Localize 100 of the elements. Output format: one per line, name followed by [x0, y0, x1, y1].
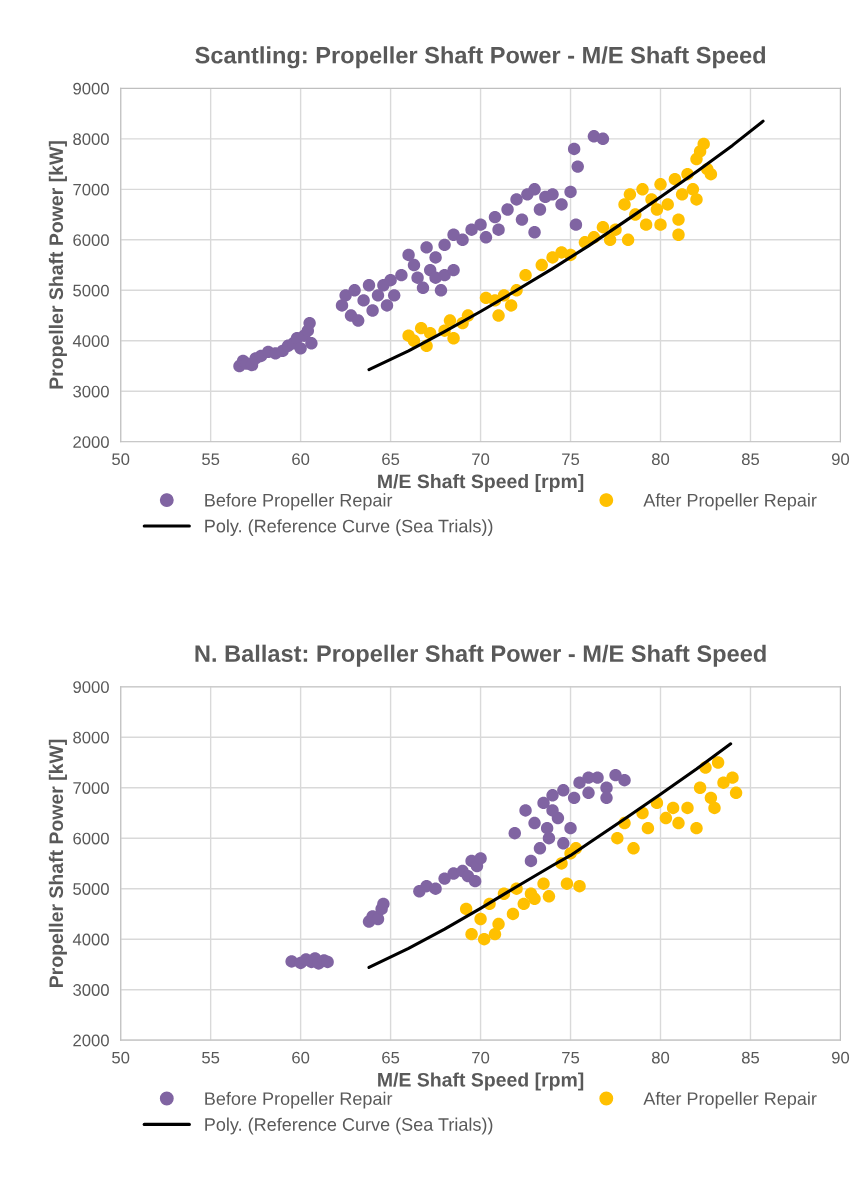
point: [468, 874, 482, 888]
point: [611, 832, 624, 845]
point: [465, 927, 478, 941]
x-tick-label: 90: [831, 1051, 850, 1064]
y-tick-label: 6000: [73, 234, 109, 247]
point: [621, 233, 635, 247]
x-tick-label: 55: [202, 453, 220, 466]
point: [675, 188, 689, 201]
point: [537, 877, 550, 890]
point: [650, 203, 664, 216]
point: [623, 188, 637, 201]
point: [573, 776, 586, 789]
point: [546, 789, 559, 802]
y-tick-label: 2000: [73, 1034, 109, 1047]
point: [528, 892, 541, 906]
x-tick-label: 65: [382, 1051, 400, 1064]
y-tick-label: 9000: [73, 681, 109, 693]
point: [573, 879, 586, 893]
point: [524, 854, 538, 868]
y-tick-label: 7000: [73, 782, 109, 794]
point: [459, 902, 473, 916]
x-tick-label: 55: [202, 1051, 220, 1064]
point: [582, 786, 595, 800]
x-axis-title: M/E Shaft Speed [rpm]: [378, 1072, 584, 1091]
point: [618, 773, 631, 787]
legend-label: After Propeller Repair: [643, 1091, 817, 1109]
point: [704, 791, 718, 805]
point: [506, 907, 520, 921]
chart-title: Scantling: Propeller Shaft Power - M/E Shaft Speed: [195, 46, 766, 69]
point: [560, 877, 574, 890]
point: [567, 791, 581, 805]
point: [519, 268, 532, 282]
point: [704, 167, 718, 181]
x-tick-label: 85: [741, 1051, 760, 1064]
point: [519, 804, 532, 817]
point: [708, 801, 721, 815]
x-tick-label: 85: [741, 453, 760, 466]
point: [528, 816, 541, 830]
legend-label: Before Propeller Repair: [205, 493, 393, 511]
point: [672, 816, 685, 830]
x-tick-label: 70: [472, 453, 490, 466]
point: [609, 768, 622, 782]
y-tick-label: 8000: [73, 133, 109, 146]
legend-label: After Propeller Repair: [643, 493, 817, 511]
point: [533, 842, 547, 855]
x-tick-label: 80: [651, 1051, 670, 1064]
point: [641, 821, 655, 835]
point: [672, 228, 685, 241]
point: [654, 178, 667, 191]
y-tick-label: 5000: [73, 883, 109, 895]
y-tick-label: 4000: [72, 335, 109, 347]
point: [542, 832, 556, 845]
point: [546, 804, 559, 817]
point: [596, 220, 610, 234]
point: [726, 771, 739, 784]
point: [447, 332, 460, 345]
x-tick-label: 50: [112, 1051, 130, 1064]
y-tick-label: 3000: [73, 385, 109, 398]
x-tick-label: 70: [472, 1051, 490, 1064]
point: [603, 233, 617, 247]
point: [557, 837, 570, 850]
y-tick-label: 2000: [73, 436, 109, 448]
y-axis-title: Propeller Shaft Power [kW]: [48, 739, 67, 987]
line-series: [367, 119, 765, 372]
point: [557, 784, 570, 797]
point: [661, 198, 674, 211]
point: [717, 776, 730, 789]
y-tick-label: 7000: [73, 183, 109, 196]
x-tick-label: 60: [292, 453, 310, 466]
line-series: [367, 742, 733, 969]
point: [477, 932, 491, 946]
point: [693, 781, 707, 794]
point: [729, 786, 743, 800]
point: [377, 897, 390, 911]
point: [488, 927, 502, 941]
point: [654, 218, 667, 231]
y-tick-label: 3000: [73, 984, 109, 996]
y-tick-label: 8000: [73, 731, 109, 744]
point: [600, 791, 613, 805]
point: [492, 917, 505, 931]
point: [537, 796, 550, 810]
point: [639, 218, 653, 231]
point: [659, 811, 673, 825]
point: [627, 842, 640, 855]
point: [618, 198, 631, 211]
x-tick-label: 90: [831, 453, 850, 466]
x-tick-label: 60: [292, 1051, 310, 1064]
point: [474, 852, 487, 865]
point: [492, 309, 505, 322]
x-tick-label: 50: [112, 453, 130, 466]
x-tick-label: 75: [562, 453, 580, 466]
point: [666, 801, 680, 815]
point: [508, 826, 521, 840]
y-tick-label: 6000: [73, 832, 109, 845]
point: [564, 821, 577, 835]
point: [668, 173, 682, 186]
point: [517, 897, 530, 911]
y-tick-label: 4000: [72, 933, 109, 946]
point: [681, 801, 694, 815]
y-tick-label: 5000: [73, 284, 109, 297]
